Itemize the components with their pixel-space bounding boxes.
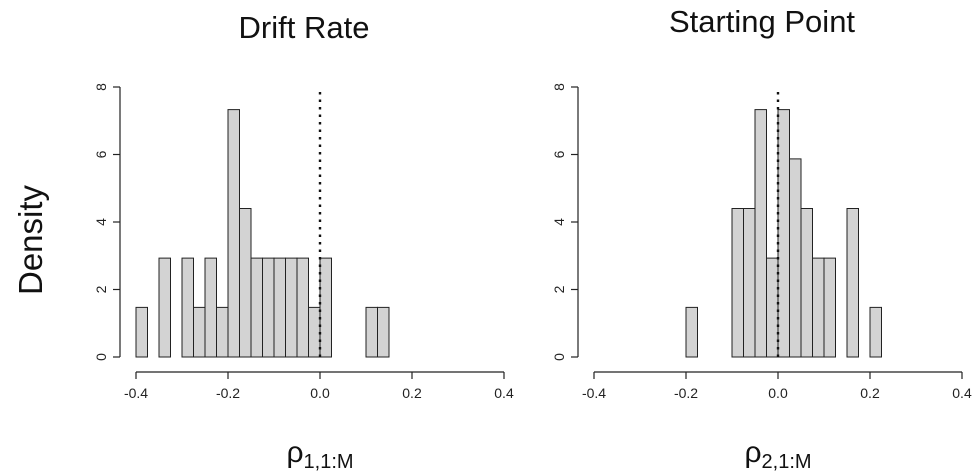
panel-title: Starting Point: [669, 4, 855, 39]
histogram-bar-10: [800, 208, 813, 358]
x-tick-label: -0.2: [674, 385, 698, 401]
y-tick-label: 2: [93, 285, 109, 293]
histogram-bar-14: [846, 208, 859, 358]
y-tick-label: 8: [551, 83, 567, 91]
histogram-bar-13: [285, 257, 298, 358]
histogram-bar-11: [812, 257, 825, 358]
histogram-bar-2: [158, 257, 171, 358]
y-tick-label: 6: [551, 150, 567, 158]
histogram-bar-10: [250, 257, 263, 358]
y-tick-label: 0: [93, 353, 109, 361]
x-tick-label: 0.0: [768, 385, 788, 401]
histogram-bar-6: [204, 257, 217, 358]
x-tick-label: 0.2: [402, 385, 422, 401]
histogram-bar-15: [308, 306, 321, 358]
x-axis-label-symbol: ρ: [286, 436, 303, 469]
panel-starting-point: Starting Point 0 2 4 6 8 -0.4 -0.2 0.0 0.2 0.4 ρ…: [551, 4, 972, 473]
y-axis: 0 2 4 6 8: [93, 83, 121, 361]
y-axis-label: Density: [12, 184, 49, 295]
histogram-bar-11: [262, 257, 275, 358]
x-tick-label: 0.4: [494, 385, 514, 401]
histogram-bar-9: [239, 208, 252, 358]
y-tick-label: 6: [93, 150, 109, 158]
x-axis: -0.4 -0.2 0.0 0.2 0.4: [582, 371, 972, 401]
histogram-bar-7: [216, 306, 229, 358]
x-axis-label: ρ2,1:M: [744, 436, 811, 473]
x-tick-label: -0.4: [582, 385, 606, 401]
x-tick-label: -0.2: [216, 385, 240, 401]
histogram-bar-16: [869, 306, 882, 358]
y-tick-label: 0: [551, 353, 567, 361]
histogram-bar-0: [135, 306, 148, 358]
y-tick-label: 8: [93, 83, 109, 91]
histogram-bar-20: [365, 306, 378, 358]
histogram-bar-5: [193, 306, 206, 358]
x-tick-label: 0.4: [952, 385, 972, 401]
panel-title: Drift Rate: [239, 10, 370, 45]
histogram-bar-14: [296, 257, 309, 358]
histogram-bar-6: [754, 109, 767, 358]
x-tick-label: 0.2: [860, 385, 880, 401]
histogram-bar-12: [273, 257, 286, 358]
x-axis-label-subscript: 2,1:M: [762, 451, 812, 473]
x-axis: -0.4 -0.2 0.0 0.2 0.4: [124, 371, 514, 401]
histogram-bar-7: [766, 257, 779, 358]
histogram-bar-16: [319, 257, 332, 358]
bar-group: [135, 109, 390, 358]
panel-drift-rate: Drift Rate 0 2 4 6 8 -0.4 -0.2 0.0 0.2 0.4 ρ1,1:…: [93, 10, 514, 473]
y-axis: 0 2 4 6 8: [551, 83, 579, 361]
histogram-bar-9: [789, 158, 802, 358]
histogram-bar-5: [743, 208, 756, 358]
x-axis-label-symbol: ρ: [744, 436, 761, 469]
histogram-bar-0: [685, 306, 698, 358]
x-axis-label: ρ1,1:M: [286, 436, 353, 473]
x-axis-label-subscript: 1,1:M: [304, 451, 354, 473]
histogram-bar-21: [377, 306, 390, 358]
histogram-bar-4: [731, 208, 744, 358]
x-tick-label: -0.4: [124, 385, 148, 401]
histogram-bar-8: [777, 109, 790, 358]
y-tick-label: 4: [93, 218, 109, 226]
histogram-bar-4: [181, 257, 194, 358]
y-tick-label: 2: [551, 285, 567, 293]
histogram-bar-8: [227, 109, 240, 358]
bar-group: [685, 109, 882, 358]
y-tick-label: 4: [551, 218, 567, 226]
histogram-bar-12: [823, 257, 836, 358]
x-tick-label: 0.0: [310, 385, 330, 401]
